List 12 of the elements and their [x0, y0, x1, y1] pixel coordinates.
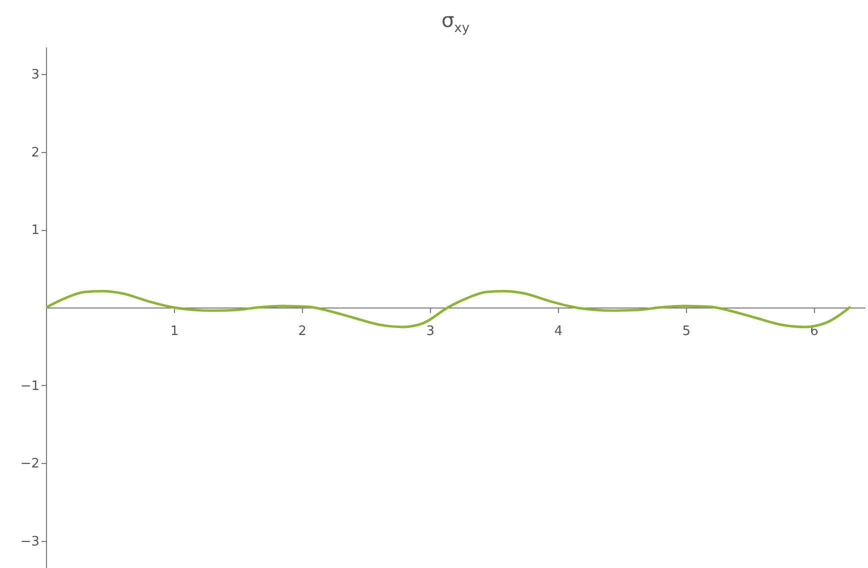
- y-tick-label: 3: [31, 68, 40, 83]
- y-tick-label: −2: [20, 456, 40, 472]
- y-tick-label: −3: [20, 534, 40, 550]
- y-tick-label: 1: [31, 223, 40, 238]
- x-tick-label: 3: [426, 324, 435, 339]
- y-tick-label: 2: [31, 145, 40, 160]
- x-tick-label: 5: [682, 324, 690, 339]
- y-tick-label: −1: [20, 378, 40, 394]
- x-tick-label: 1: [170, 324, 179, 339]
- chart-title: σ$_{xy}$: [440, 8, 471, 36]
- x-tick-label: 4: [554, 324, 563, 339]
- x-tick-label: 2: [298, 324, 307, 339]
